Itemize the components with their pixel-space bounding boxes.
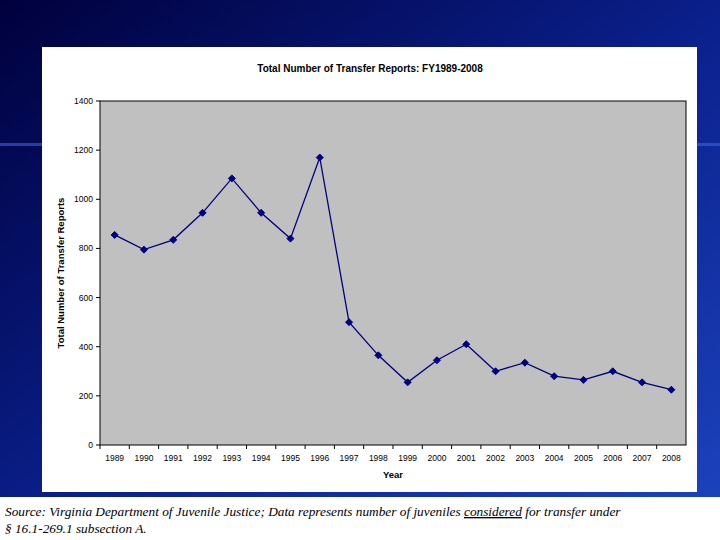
- data-point: [639, 379, 646, 386]
- x-tick-label: 1999: [398, 453, 417, 463]
- y-axis-label: Total Number of Transfer Reports: [55, 198, 66, 349]
- y-tick-label: 1000: [74, 194, 93, 204]
- data-point: [316, 154, 323, 161]
- x-axis-label: Year: [383, 469, 403, 480]
- data-point: [492, 368, 499, 375]
- x-tick: [510, 445, 511, 449]
- y-tick: [96, 248, 100, 249]
- data-point: [609, 368, 616, 375]
- data-point: [404, 379, 411, 386]
- background: [0, 0, 720, 540]
- x-tick: [187, 445, 188, 449]
- x-tick: [305, 445, 306, 449]
- x-tick: [568, 445, 569, 449]
- x-tick: [480, 445, 481, 449]
- y-tick: [96, 199, 100, 200]
- x-tick: [598, 445, 599, 449]
- footnote-text: Source: Virginia Department of Juvenile …: [5, 504, 464, 519]
- footnote-line: § 16.1-269.1 subsection A.: [5, 521, 147, 536]
- x-tick-label: 1990: [134, 453, 153, 463]
- x-tick-label: 1989: [105, 453, 124, 463]
- x-tick-label: 1992: [193, 453, 212, 463]
- data-point: [580, 376, 587, 383]
- footnote-text: § 16.1-269.1 subsection A.: [5, 521, 147, 536]
- x-tick-label: 2003: [515, 453, 534, 463]
- plot-area: [100, 101, 686, 445]
- x-tick-label: 2004: [545, 453, 564, 463]
- x-tick-label: 2006: [603, 453, 622, 463]
- x-tick: [129, 445, 130, 449]
- data-point: [287, 235, 294, 242]
- y-tick-label: 200: [79, 391, 93, 401]
- chart-area: [42, 47, 697, 492]
- data-point: [521, 359, 528, 366]
- slide: Total Number of Transfer Reports: FY1989…: [0, 0, 720, 540]
- x-tick-label: 1994: [252, 453, 271, 463]
- footnote-box: [0, 497, 720, 540]
- data-point: [111, 231, 118, 238]
- y-tick-label: 0: [88, 440, 93, 450]
- x-tick: [422, 445, 423, 449]
- footnote-text: for transfer under: [522, 504, 621, 519]
- data-point: [258, 209, 265, 216]
- x-tick: [217, 445, 218, 449]
- x-tick: [100, 445, 101, 449]
- y-tick-label: 800: [79, 243, 93, 253]
- x-tick: [539, 445, 540, 449]
- x-tick: [393, 445, 394, 449]
- x-tick-label: 1996: [310, 453, 329, 463]
- y-tick-label: 400: [79, 342, 93, 352]
- data-point: [199, 209, 206, 216]
- x-tick: [363, 445, 364, 449]
- x-tick-label: 2005: [574, 453, 593, 463]
- x-tick-label: 1991: [164, 453, 183, 463]
- x-tick: [451, 445, 452, 449]
- data-point: [433, 357, 440, 364]
- data-point: [668, 386, 675, 393]
- chart-svg: Total Number of Transfer Reports: FY1989…: [0, 0, 720, 540]
- data-point: [140, 246, 147, 253]
- x-tick-label: 2000: [427, 453, 446, 463]
- data-point: [170, 236, 177, 243]
- data-point: [551, 373, 558, 380]
- y-tick: [96, 346, 100, 347]
- x-tick: [627, 445, 628, 449]
- y-tick: [96, 150, 100, 151]
- y-tick: [96, 395, 100, 396]
- x-tick: [246, 445, 247, 449]
- footnote-line: Source: Virginia Department of Juvenile …: [5, 504, 621, 519]
- y-tick: [96, 445, 100, 446]
- x-tick-label: 2001: [457, 453, 476, 463]
- data-point: [375, 352, 382, 359]
- x-tick: [275, 445, 276, 449]
- x-tick-label: 1995: [281, 453, 300, 463]
- data-point: [228, 175, 235, 182]
- y-tick-label: 1400: [74, 96, 93, 106]
- x-tick-label: 1993: [222, 453, 241, 463]
- x-tick-label: 2008: [662, 453, 681, 463]
- x-tick: [158, 445, 159, 449]
- data-line: [115, 158, 672, 390]
- y-tick: [96, 297, 100, 298]
- data-point: [463, 341, 470, 348]
- y-tick: [96, 101, 100, 102]
- y-tick-label: 1200: [74, 145, 93, 155]
- data-point: [346, 319, 353, 326]
- y-tick-label: 600: [79, 293, 93, 303]
- plot-data: [111, 154, 675, 393]
- footnote-text: considered: [464, 504, 522, 519]
- x-tick-label: 1997: [340, 453, 359, 463]
- x-tick: [334, 445, 335, 449]
- x-tick-label: 2007: [633, 453, 652, 463]
- x-tick-label: 1998: [369, 453, 388, 463]
- x-tick: [656, 445, 657, 449]
- title: Total Number of Transfer Reports: FY1989…: [257, 63, 483, 74]
- x-tick-label: 2002: [486, 453, 505, 463]
